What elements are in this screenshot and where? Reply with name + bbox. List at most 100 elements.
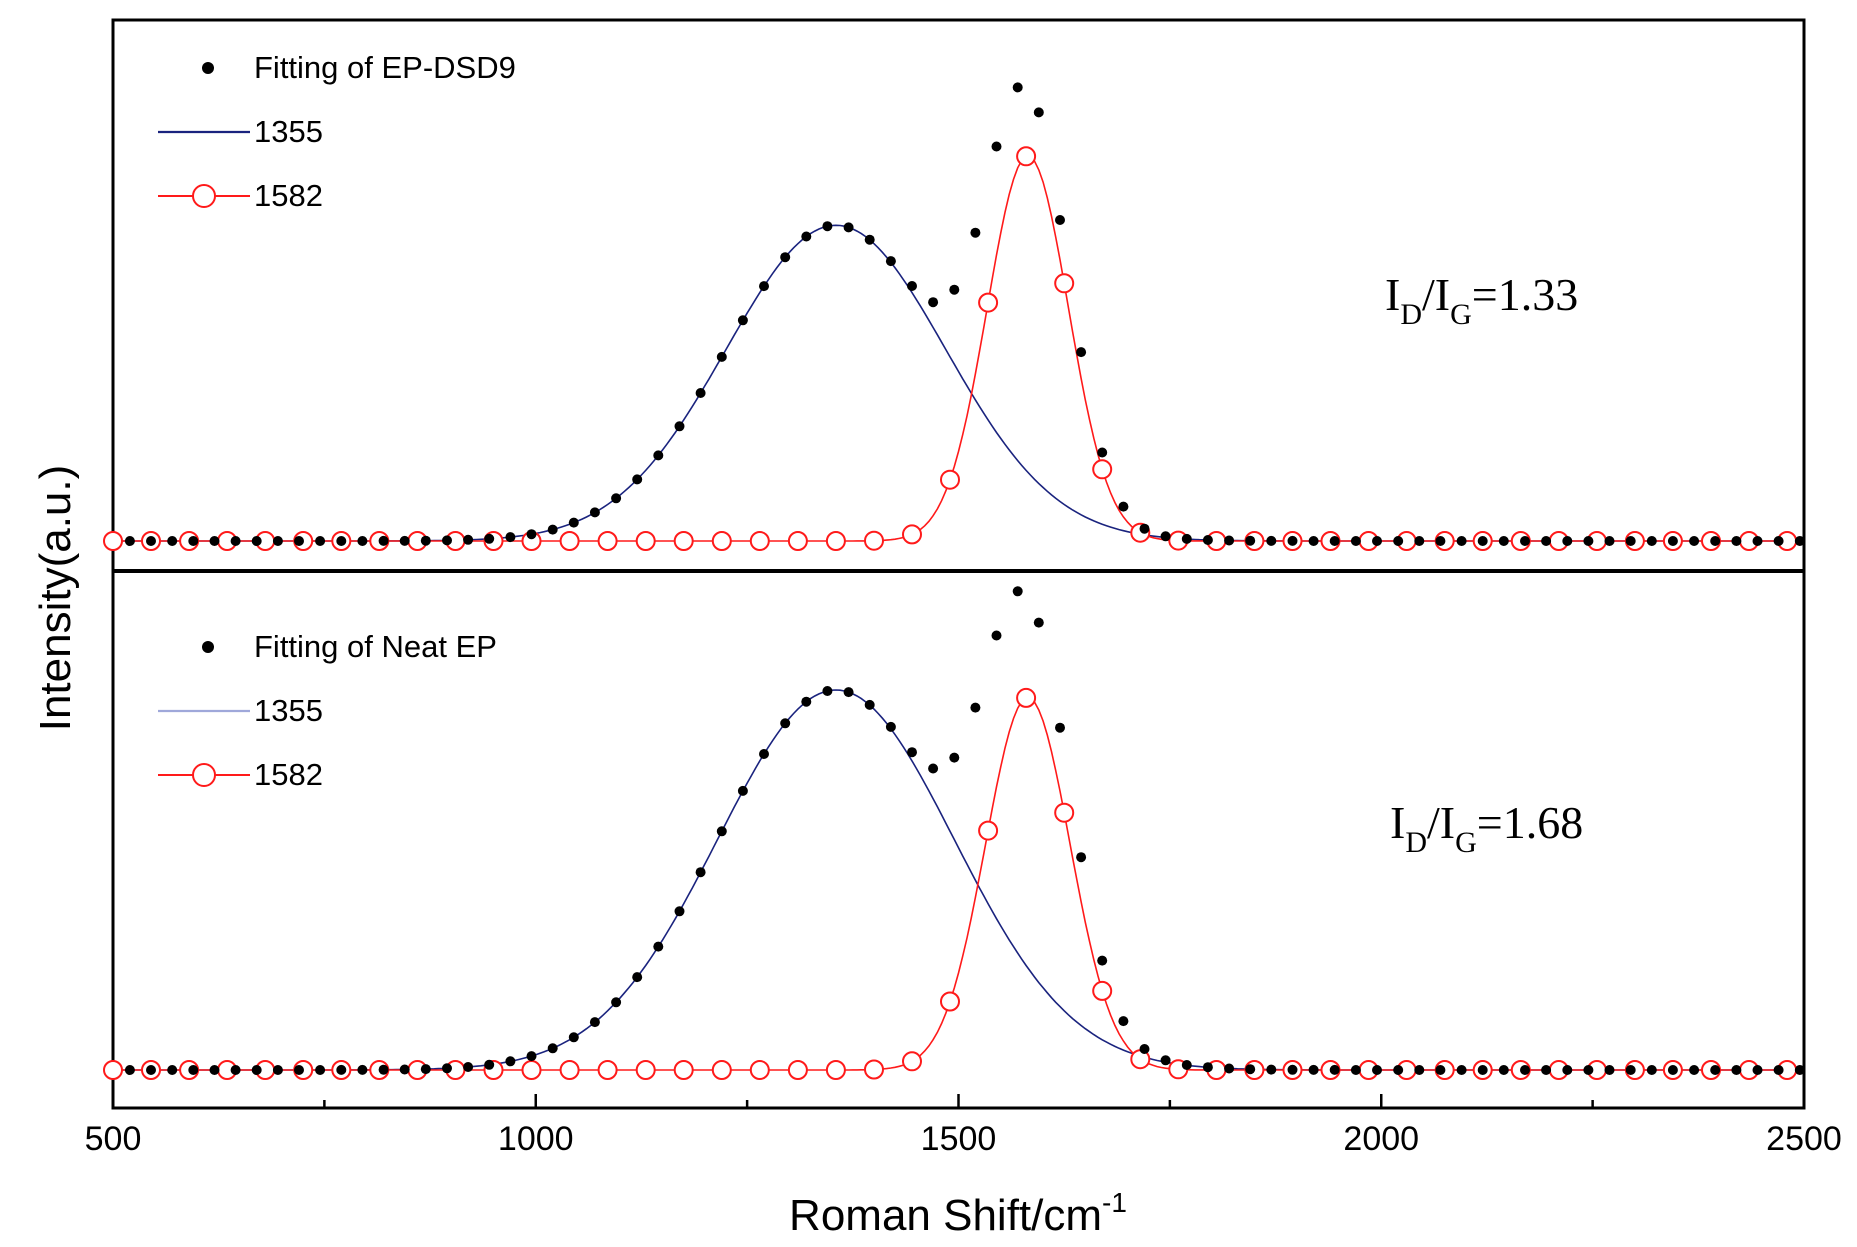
- fit-point: [843, 222, 854, 233]
- marker-1582: [825, 1060, 846, 1080]
- fit-point: [251, 536, 262, 546]
- fit-point: [1097, 447, 1108, 458]
- fit-point: [611, 493, 622, 504]
- ratio-annotation: ID/IG=1.68: [1390, 797, 1583, 859]
- fit-point: [526, 1051, 537, 1062]
- fit-point: [315, 536, 326, 546]
- marker-1582: [1092, 980, 1113, 1001]
- legend-dot-marker: [202, 641, 214, 653]
- legend-bottom: Fitting of Neat EP 1355 1582: [158, 629, 497, 792]
- fit-point: [484, 533, 495, 544]
- x-tick-label: 2500: [1766, 1120, 1842, 1158]
- marker-1582: [635, 1060, 656, 1080]
- fit-point: [970, 702, 981, 713]
- fit-point: [1520, 1065, 1530, 1075]
- marker-1582: [635, 531, 656, 551]
- fit-point: [1498, 1065, 1509, 1075]
- fit-point: [484, 1059, 495, 1070]
- legend-label: Fitting of Neat EP: [254, 629, 497, 664]
- fit-point: [1372, 536, 1382, 546]
- fit-point: [1329, 536, 1340, 546]
- fit-point: [568, 517, 579, 528]
- x-tick-label: 1000: [498, 1120, 574, 1158]
- marker-1582: [559, 1060, 580, 1080]
- fit-point: [716, 826, 727, 837]
- x-axis-label: Roman Shift/cm-1: [789, 1187, 1127, 1240]
- fit-point: [1689, 1065, 1700, 1075]
- fit-point: [272, 1065, 283, 1075]
- fit-point: [1456, 1065, 1467, 1075]
- marker-1582: [711, 1060, 732, 1080]
- fit-point: [907, 281, 917, 291]
- fit-point: [1773, 536, 1784, 546]
- fit-point: [695, 388, 706, 398]
- fit-point: [1118, 501, 1129, 512]
- fit-point: [1350, 536, 1361, 546]
- fit-point: [336, 1064, 347, 1075]
- fit-point: [1266, 535, 1277, 546]
- fit-point: [1245, 1064, 1256, 1075]
- fit-point: [209, 1065, 220, 1075]
- fit-point: [928, 297, 939, 308]
- fit-point: [1498, 536, 1509, 546]
- fit-point: [315, 1065, 326, 1075]
- fit-point: [1033, 617, 1044, 628]
- fit-point: [1055, 722, 1065, 733]
- fit-point: [1202, 535, 1213, 545]
- fit-point: [632, 972, 643, 983]
- marker-1582: [864, 530, 884, 551]
- x-axis-label-superscript: -1: [1102, 1187, 1127, 1218]
- fit-point: [399, 535, 410, 546]
- fit-point: [1160, 1055, 1171, 1066]
- fit-point: [1541, 1065, 1552, 1075]
- x-tick-label: 500: [85, 1120, 142, 1158]
- marker-1582: [825, 531, 846, 551]
- legend-label: 1582: [254, 757, 323, 792]
- fit-point: [674, 906, 685, 917]
- fit-point: [949, 752, 960, 763]
- fit-point: [1308, 1064, 1319, 1075]
- fit-point: [1139, 1044, 1150, 1054]
- fit-point: [146, 1065, 156, 1075]
- fit-point: [272, 536, 283, 546]
- fit-point: [1393, 1065, 1404, 1075]
- panel-bottom: Fitting of Neat EP 1355 1582 ID/IG=1.68: [103, 586, 1805, 1080]
- fit-point: [1710, 1065, 1721, 1075]
- fit-point: [1562, 536, 1573, 546]
- fit-point: [653, 450, 664, 461]
- fit-point: [1076, 852, 1087, 863]
- marker-1582: [787, 531, 808, 551]
- fit-point: [547, 1043, 558, 1054]
- fit-point: [1625, 536, 1636, 546]
- fit-point: [737, 785, 748, 796]
- legend-top: Fitting of EP-DSD9 1355 1582: [158, 50, 516, 213]
- fit-point: [378, 535, 389, 546]
- fit-point: [1435, 536, 1446, 546]
- fit-point: [294, 536, 304, 546]
- fit-point: [378, 1064, 389, 1075]
- fit-point: [1604, 536, 1615, 546]
- fit-point: [822, 686, 833, 696]
- fit-point: [568, 1032, 579, 1043]
- fit-point: [505, 532, 516, 543]
- fit-point: [759, 749, 769, 759]
- fit-point: [357, 536, 368, 546]
- fit-point: [1287, 1064, 1298, 1075]
- legend-label: 1355: [254, 114, 323, 149]
- fit-point: [780, 252, 791, 263]
- fit-point: [1350, 1065, 1361, 1075]
- marker-1582: [864, 1059, 884, 1080]
- fit-point: [167, 536, 178, 546]
- legend-label: 1355: [254, 693, 323, 728]
- fit-point: [442, 1063, 452, 1074]
- ratio-annotation: ID/IG=1.33: [1385, 269, 1578, 331]
- marker-1582: [902, 1051, 922, 1072]
- marker-1582: [597, 531, 618, 551]
- fit-point: [1752, 1065, 1763, 1075]
- fit-point: [1667, 1065, 1678, 1075]
- fit-point: [1055, 215, 1065, 225]
- fit-point: [420, 535, 431, 546]
- fit-point: [864, 699, 875, 710]
- fit-point: [1731, 536, 1742, 546]
